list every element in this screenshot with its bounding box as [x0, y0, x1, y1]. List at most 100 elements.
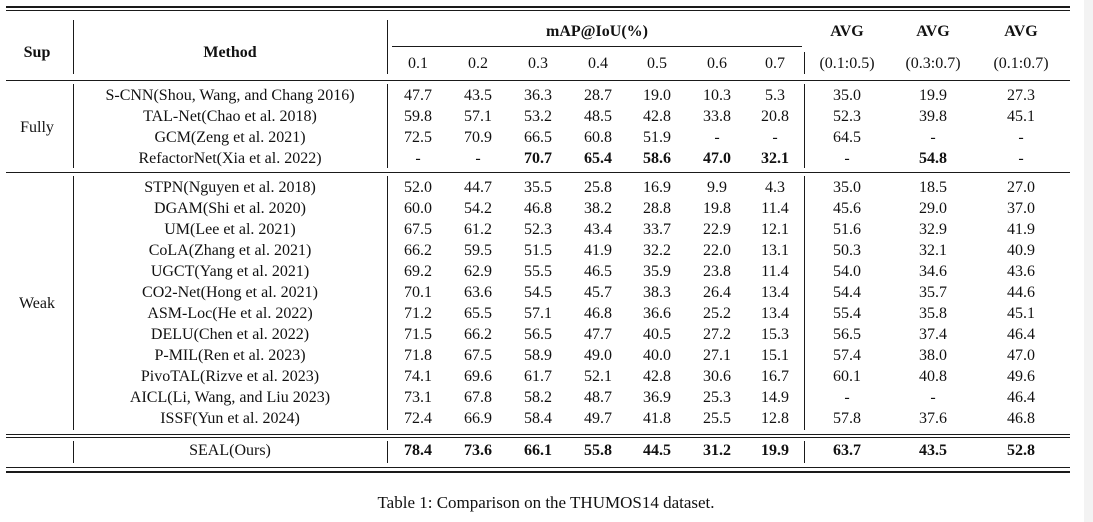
sup-label: Weak — [18, 295, 56, 312]
score-cell: 71.2 — [404, 305, 432, 322]
score-cell: 70.1 — [404, 284, 432, 301]
ours-score-cell: 78.4 — [404, 442, 432, 459]
score-cell: 10.3 — [703, 87, 731, 104]
score-cell: 33.8 — [703, 108, 731, 125]
header-avg-label: AVG — [1004, 23, 1038, 40]
ours-score-cell: 66.1 — [524, 442, 552, 459]
score-cell: 42.8 — [643, 108, 671, 125]
score-cell: 18.5 — [919, 179, 947, 196]
score-cell: 47.7 — [404, 87, 432, 104]
ours-method-name: SEAL(Ours) — [189, 442, 271, 459]
score-cell: 43.6 — [1007, 263, 1035, 280]
score-cell: 62.9 — [464, 263, 492, 280]
score-cell: 15.1 — [761, 347, 789, 364]
header-method: Method — [203, 44, 257, 61]
vline-method-ours — [387, 441, 388, 463]
header-avg-range: (0.1:0.5) — [819, 55, 875, 72]
score-cell: 72.5 — [404, 129, 432, 146]
score-cell: 22.0 — [703, 242, 731, 259]
score-cell: 66.2 — [464, 326, 492, 343]
score-cell: 59.8 — [404, 108, 432, 125]
score-cell: - — [930, 389, 936, 406]
score-cell: 50.3 — [833, 242, 861, 259]
vline-avg-fully — [804, 84, 805, 168]
score-cell: 9.9 — [707, 179, 727, 196]
score-cell: 46.4 — [1007, 326, 1035, 343]
score-cell: 37.4 — [919, 326, 947, 343]
score-cell: 66.2 — [404, 242, 432, 259]
score-cell: 51.5 — [524, 242, 552, 259]
score-cell: 49.0 — [584, 347, 612, 364]
score-cell: 38.0 — [919, 347, 947, 364]
score-cell: 48.5 — [584, 108, 612, 125]
score-cell: 52.0 — [404, 179, 432, 196]
score-cell: - — [844, 150, 850, 167]
score-cell: 25.2 — [703, 305, 731, 322]
ours-score-cell: 19.9 — [761, 442, 789, 459]
method-name: ISSF(Yun et al. 2024) — [160, 410, 300, 427]
score-cell: - — [1018, 129, 1024, 146]
header-avg-label: AVG — [830, 23, 864, 40]
score-cell: 66.9 — [464, 410, 492, 427]
score-cell: 74.1 — [404, 368, 432, 385]
score-cell: 67.8 — [464, 389, 492, 406]
score-cell: 58.2 — [524, 389, 552, 406]
score-cell: 19.8 — [703, 200, 731, 217]
score-cell: 11.4 — [761, 263, 789, 280]
score-cell: 30.6 — [703, 368, 731, 385]
method-name: DGAM(Shi et al. 2020) — [154, 200, 306, 217]
ours-score-cell: 63.7 — [833, 442, 861, 459]
score-cell: 69.6 — [464, 368, 492, 385]
score-cell: 26.4 — [703, 284, 731, 301]
method-name: UM(Lee et al. 2021) — [164, 221, 296, 238]
vline-sup-weak — [73, 176, 74, 430]
score-cell: 53.2 — [524, 108, 552, 125]
score-cell: 45.6 — [833, 200, 861, 217]
vline-avg-header — [804, 52, 805, 74]
score-cell: 20.8 — [761, 108, 789, 125]
vline-method-fully — [387, 84, 388, 168]
vline-avg-ours — [804, 441, 805, 463]
score-cell: 40.5 — [643, 326, 671, 343]
score-cell: - — [930, 129, 936, 146]
score-cell: 48.7 — [584, 389, 612, 406]
score-cell: 5.3 — [765, 87, 785, 104]
score-cell: 25.8 — [584, 179, 612, 196]
score-cell: 32.9 — [919, 221, 947, 238]
header-avg-label: AVG — [916, 23, 950, 40]
vline-sup-ours — [73, 441, 74, 463]
score-cell: 59.5 — [464, 242, 492, 259]
score-cell: 41.9 — [1007, 221, 1035, 238]
page-edge — [1084, 0, 1093, 522]
score-cell: 35.5 — [524, 179, 552, 196]
header-sup: Sup — [23, 44, 51, 61]
score-cell: 64.5 — [833, 129, 861, 146]
score-cell: 25.5 — [703, 410, 731, 427]
method-name: TAL-Net(Chao et al. 2018) — [143, 108, 317, 125]
score-cell: - — [415, 150, 421, 167]
score-cell: 72.4 — [404, 410, 432, 427]
score-cell: 63.6 — [464, 284, 492, 301]
header-threshold: 0.2 — [468, 55, 488, 72]
score-cell: 13.4 — [761, 305, 789, 322]
score-cell: 13.1 — [761, 242, 789, 259]
score-cell: 37.6 — [919, 410, 947, 427]
score-cell: 47.0 — [1007, 347, 1035, 364]
header-threshold: 0.5 — [647, 55, 667, 72]
score-cell: 29.0 — [919, 200, 947, 217]
score-cell: 54.4 — [833, 284, 861, 301]
score-cell: 45.7 — [584, 284, 612, 301]
score-cell: 60.0 — [404, 200, 432, 217]
score-cell: 42.8 — [643, 368, 671, 385]
score-cell: 70.9 — [464, 129, 492, 146]
method-name: GCM(Zeng et al. 2021) — [154, 129, 306, 146]
score-cell: 43.5 — [464, 87, 492, 104]
vline-avg-weak — [804, 176, 805, 430]
score-cell: 35.9 — [643, 263, 671, 280]
score-cell: 41.9 — [584, 242, 612, 259]
score-cell: 69.2 — [404, 263, 432, 280]
score-cell: 71.8 — [404, 347, 432, 364]
vline-method-header — [387, 20, 388, 74]
score-cell: 57.1 — [524, 305, 552, 322]
score-cell: 54.0 — [833, 263, 861, 280]
